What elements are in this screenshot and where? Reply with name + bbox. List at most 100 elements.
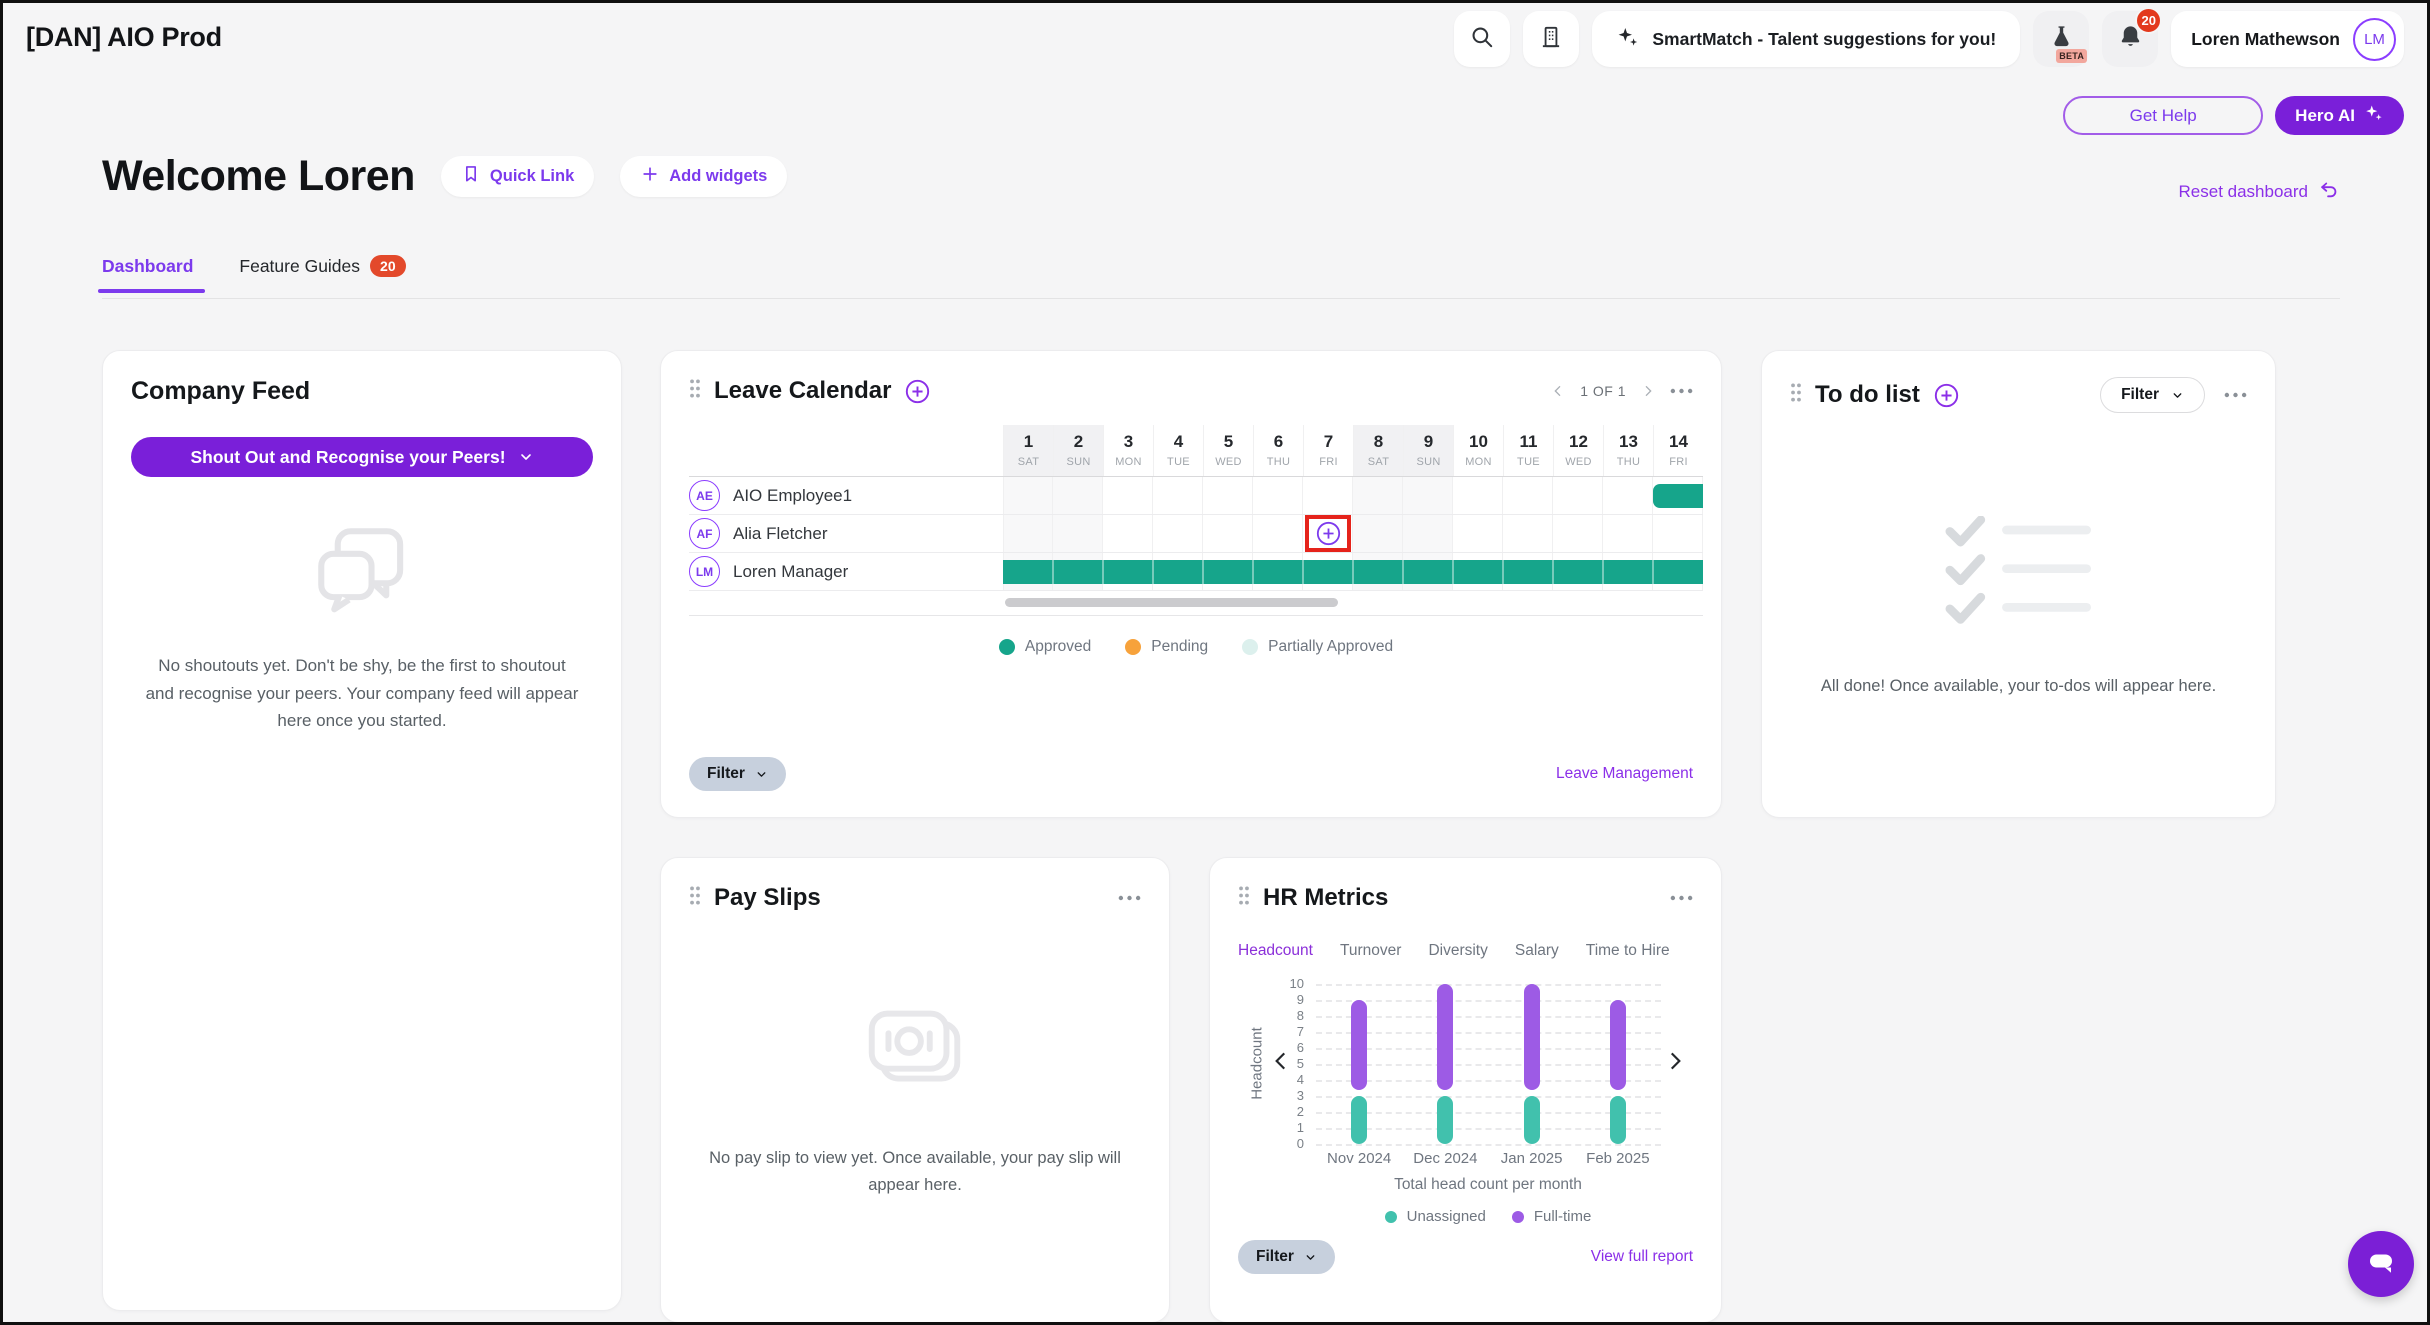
hr-tab-time-to-hire[interactable]: Time to Hire [1585, 942, 1670, 959]
calendar-cell[interactable] [1453, 477, 1503, 514]
bar-unassigned[interactable] [1523, 1096, 1540, 1144]
filter-button[interactable]: Filter [1238, 1240, 1335, 1274]
filter-button[interactable]: Filter [689, 757, 786, 791]
calendar-cell[interactable] [1053, 477, 1103, 514]
leave-bar-approved[interactable] [1003, 560, 1703, 584]
get-help-button[interactable]: Get Help [2063, 96, 2264, 135]
calendar-cell[interactable] [1403, 515, 1453, 552]
calendar-cell[interactable] [1603, 515, 1653, 552]
day-number: 10 [1469, 432, 1488, 451]
user-menu[interactable]: Loren Mathewson LM [2171, 11, 2404, 67]
calendar-cell[interactable] [1053, 515, 1103, 552]
calendar-cell[interactable] [1403, 477, 1453, 514]
calendar-cell[interactable] [1653, 515, 1703, 552]
gridline [1316, 1112, 1661, 1114]
calendar-header-row: 1 SAT 2 SUN 3 MON 4 TUE 5 WED 6 THU 7 FRI 8 SAT 9 SUN 10 MO… [689, 425, 1703, 477]
drag-handle-icon[interactable] [689, 886, 701, 910]
calendar-cell[interactable] [1303, 477, 1353, 514]
bar-unassigned[interactable] [1351, 1096, 1368, 1144]
calendar-cell[interactable] [1353, 515, 1403, 552]
add-circle-icon[interactable] [1933, 382, 1960, 409]
widget-menu-button[interactable] [1670, 388, 1693, 394]
chart-next-button[interactable] [1662, 1048, 1688, 1079]
calendar-cell[interactable] [1253, 477, 1303, 514]
calendar-cell[interactable] [1003, 477, 1053, 514]
add-widgets-button[interactable]: Add widgets [620, 156, 788, 197]
calendar-cell[interactable] [1153, 477, 1203, 514]
page-title: Welcome Loren [102, 152, 415, 200]
tab-label: Feature Guides [239, 255, 361, 276]
quick-link-button[interactable]: Quick Link [440, 156, 595, 197]
filter-button[interactable]: Filter [2100, 377, 2205, 413]
view-full-report-link[interactable]: View full report [1590, 1248, 1693, 1265]
calendar-cell[interactable] [1303, 515, 1353, 552]
company-feed-widget: Company Feed Shout Out and Recognise you… [102, 350, 622, 1311]
hr-tab-diversity[interactable]: Diversity [1428, 942, 1488, 959]
todo-empty-text: All done! Once available, your to-dos wi… [1820, 677, 2217, 695]
calendar-cell[interactable] [1453, 515, 1503, 552]
hr-legend-item: Unassigned [1384, 1208, 1486, 1225]
legend-item: Pending [1125, 638, 1208, 656]
hr-metric-tabs: Headcount Turnover Diversity Salary Time to … [1238, 942, 1670, 960]
calendar-cell[interactable] [1153, 515, 1203, 552]
highlight-annotation [1305, 515, 1351, 552]
calendar-cell[interactable] [1103, 515, 1153, 552]
calendar-cell[interactable] [1503, 477, 1553, 514]
tab-feature-guides[interactable]: Feature Guides 20 [239, 255, 406, 293]
bar-fulltime[interactable] [1437, 984, 1454, 1090]
leave-row-ae: AE AIO Employee1 [689, 477, 1703, 515]
employee-cell: LM Loren Manager [689, 553, 1003, 590]
bar-fulltime[interactable] [1609, 1000, 1626, 1090]
hr-tab-salary[interactable]: Salary [1514, 942, 1559, 959]
add-circle-icon[interactable] [904, 378, 931, 405]
reset-dashboard-button[interactable]: Reset dashboard [2179, 178, 2340, 205]
employee-cell: AF Alia Fletcher [689, 515, 1003, 552]
drag-handle-icon[interactable] [689, 379, 701, 403]
page-prev-button[interactable] [1550, 383, 1566, 399]
leave-bar-approved[interactable] [1653, 484, 1703, 508]
scrollbar-thumb[interactable] [1005, 598, 1338, 607]
gridline [1316, 1048, 1661, 1050]
hr-tab-turnover[interactable]: Turnover [1339, 942, 1402, 959]
widget-menu-button[interactable] [1118, 895, 1141, 901]
calendar-cell[interactable] [1203, 515, 1253, 552]
calendar-cell[interactable] [1603, 477, 1653, 514]
chevron-down-icon [757, 771, 766, 777]
drag-handle-icon[interactable] [1238, 886, 1250, 910]
calendar-cell[interactable] [1103, 477, 1153, 514]
calendar-cell[interactable] [1553, 515, 1603, 552]
bar-fulltime[interactable] [1351, 1000, 1368, 1090]
chat-button[interactable] [2348, 1231, 2414, 1297]
headcount-chart: 0 1 2 3 4 5 6 7 8 9 10 Nov 2024 Dec 2024 Jan 2025 Feb … [1210, 976, 1723, 1191]
calendar-cell[interactable] [1253, 515, 1303, 552]
calendar-cell[interactable] [1503, 515, 1553, 552]
leave-row-af: AF Alia Fletcher [689, 515, 1703, 553]
notifications-button[interactable]: 20 [2102, 7, 2163, 67]
calendar-cell[interactable] [1003, 515, 1053, 552]
shoutout-button[interactable]: Shout Out and Recognise your Peers! [131, 437, 593, 477]
calendar-cell[interactable] [1553, 477, 1603, 514]
bar-unassigned[interactable] [1609, 1096, 1626, 1144]
employee-name: Alia Fletcher [733, 523, 828, 543]
drag-handle-icon[interactable] [1790, 383, 1802, 407]
chart-prev-button[interactable] [1268, 1048, 1294, 1079]
smartmatch-button[interactable]: SmartMatch - Talent suggestions for you! [1592, 11, 2021, 67]
leave-management-link[interactable]: Leave Management [1555, 765, 1693, 782]
day-abbrev: SAT [1017, 456, 1040, 468]
widget-menu-button[interactable] [1670, 895, 1693, 901]
calendar-cell[interactable] [1203, 477, 1253, 514]
company-button[interactable] [1523, 11, 1580, 67]
bar-separator [1502, 560, 1504, 584]
search-button[interactable] [1454, 11, 1511, 67]
widget-menu-button[interactable] [2224, 392, 2247, 398]
bar-fulltime[interactable] [1523, 984, 1540, 1090]
calendar-cell[interactable] [1353, 477, 1403, 514]
labs-button[interactable]: BETA [2033, 11, 2090, 67]
bar-unassigned[interactable] [1437, 1096, 1454, 1144]
hr-tab-headcount[interactable]: Headcount [1238, 942, 1313, 959]
filter-label: Filter [1256, 1248, 1294, 1265]
page-next-button[interactable] [1640, 383, 1656, 399]
add-leave-button[interactable] [1315, 520, 1342, 552]
hero-ai-button[interactable]: Hero AI [2275, 96, 2404, 135]
tab-dashboard[interactable]: Dashboard [97, 255, 206, 293]
